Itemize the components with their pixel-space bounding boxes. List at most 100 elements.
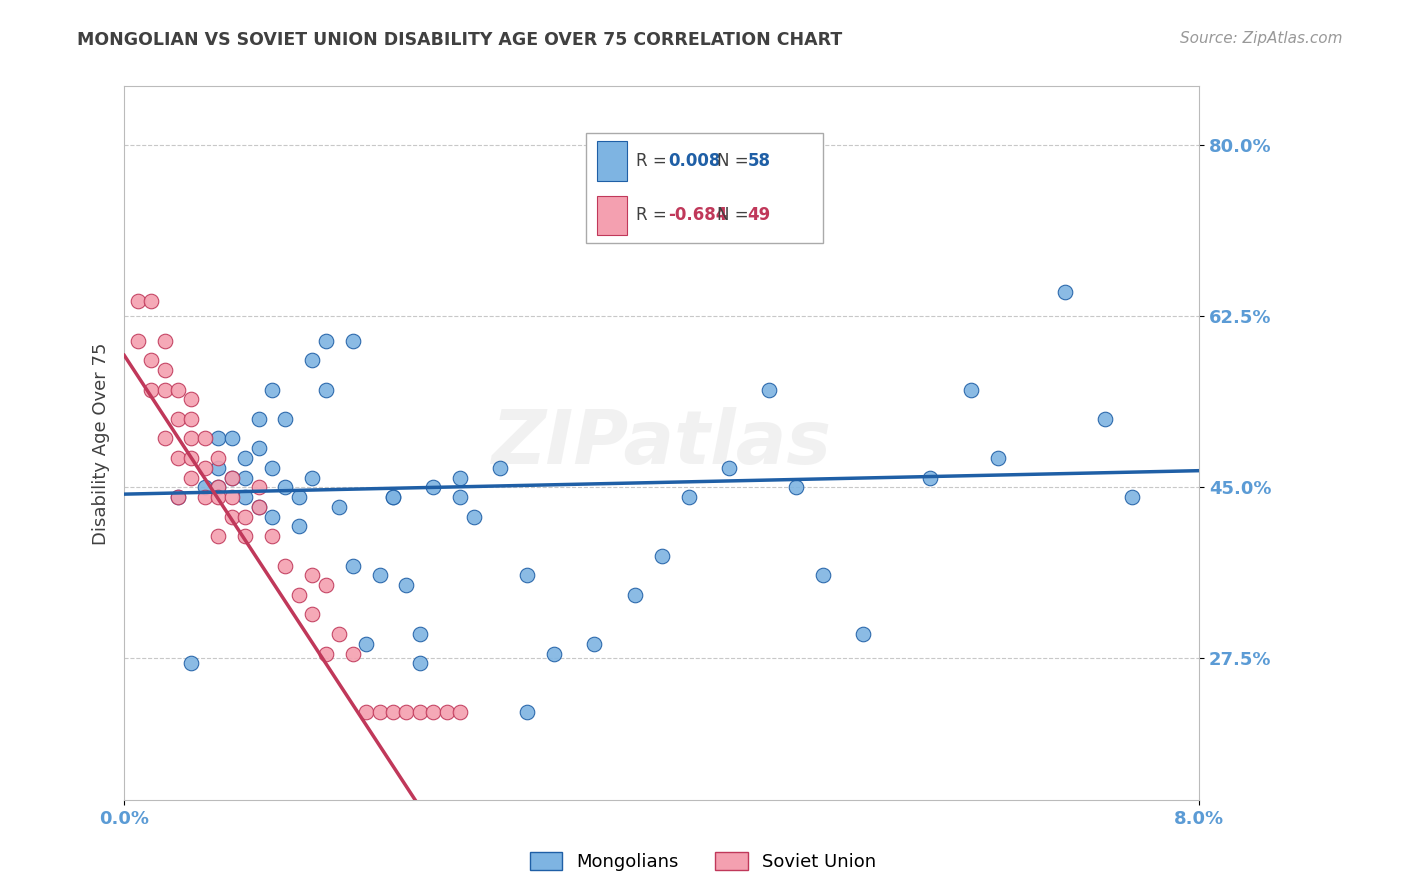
Point [260,460,283,475]
Text: Source: ZipAtlas.com: Source: ZipAtlas.com [1180,31,1343,46]
Point [180,657,202,671]
Point [288,519,311,533]
Point [301,470,323,484]
Point [274,480,297,494]
Point [328,627,350,641]
Text: 0.008: 0.008 [668,152,720,170]
Point [221,509,243,524]
Point [153,334,176,348]
Point [342,558,364,573]
Point [194,431,217,445]
Point [180,450,202,465]
Point [354,637,377,651]
Point [449,705,471,719]
Point [381,705,404,719]
Point [288,490,311,504]
Point [409,657,432,671]
Point [315,334,337,348]
Point [409,627,432,641]
Point [167,490,190,504]
Point [153,431,176,445]
Point [274,558,297,573]
Point [811,568,834,582]
Point [543,647,565,661]
Point [180,470,202,484]
Point [139,383,162,397]
Point [354,705,377,719]
Point [207,480,229,494]
Text: N =: N = [717,152,754,170]
Point [449,490,471,504]
Point [489,460,512,475]
Point [288,588,311,602]
Point [301,353,323,368]
Point [758,383,780,397]
Point [167,383,190,397]
Point [395,705,418,719]
Point [167,490,190,504]
Text: N =: N = [717,206,754,224]
Point [301,607,323,622]
Point [260,383,283,397]
Point [247,500,270,514]
Point [436,705,458,719]
Point [381,490,404,504]
Point [342,647,364,661]
Point [233,490,256,504]
Point [207,460,229,475]
Point [920,470,942,484]
Point [1053,285,1076,299]
FancyBboxPatch shape [598,195,627,235]
Point [516,705,538,719]
Point [301,568,323,582]
Point [180,431,202,445]
Text: MONGOLIAN VS SOVIET UNION DISABILITY AGE OVER 75 CORRELATION CHART: MONGOLIAN VS SOVIET UNION DISABILITY AGE… [77,31,842,49]
Text: 49: 49 [748,206,770,224]
Point [247,441,270,455]
Point [274,412,297,426]
Point [233,509,256,524]
Point [717,460,740,475]
Point [651,549,673,563]
Point [368,568,391,582]
Point [207,480,229,494]
Point [260,509,283,524]
Point [623,588,645,602]
Point [180,392,202,407]
Point [221,470,243,484]
Point [381,490,404,504]
Point [516,568,538,582]
Point [785,480,807,494]
Point [395,578,418,592]
Point [247,412,270,426]
Point [422,705,444,719]
FancyBboxPatch shape [598,141,627,180]
Point [315,647,337,661]
Point [315,383,337,397]
Point [153,383,176,397]
Point [463,509,485,524]
Point [987,450,1010,465]
Point [852,627,875,641]
Point [368,705,391,719]
Text: R =: R = [636,206,672,224]
Y-axis label: Disability Age Over 75: Disability Age Over 75 [93,342,110,544]
Point [194,490,217,504]
Point [422,480,444,494]
Text: R =: R = [636,152,672,170]
Point [139,294,162,309]
Point [221,470,243,484]
Point [127,334,149,348]
Point [678,490,700,504]
Point [409,705,432,719]
Point [233,529,256,543]
Point [207,490,229,504]
Point [449,470,471,484]
Point [207,529,229,543]
Point [247,480,270,494]
Point [153,363,176,377]
Point [207,450,229,465]
Text: -0.684: -0.684 [668,206,727,224]
Point [221,490,243,504]
Text: 58: 58 [748,152,770,170]
